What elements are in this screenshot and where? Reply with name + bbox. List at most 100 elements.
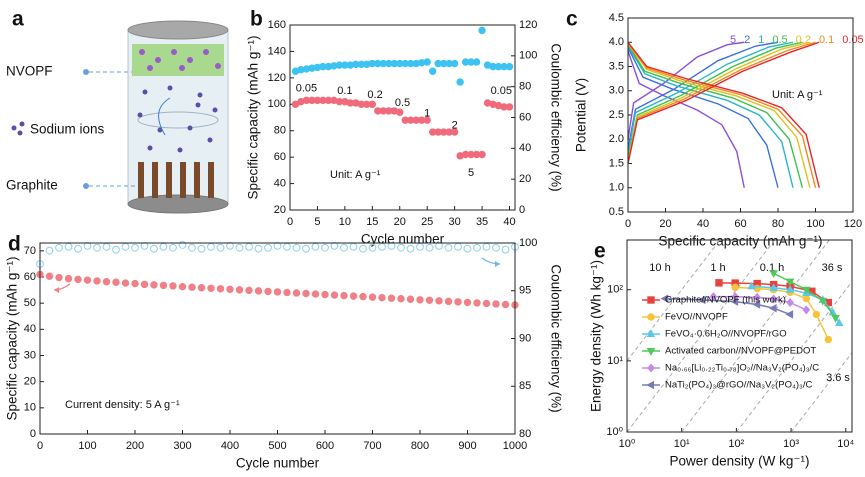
rate-label: 0.05 [491, 85, 512, 97]
y-tick-label: 0 [30, 428, 36, 440]
data-point [93, 277, 101, 285]
data-point [273, 288, 282, 296]
x-axis-title: Specific capacity (mAh g⁻¹) [659, 234, 823, 249]
x-tick-label: 100 [806, 218, 824, 230]
data-point [482, 242, 491, 251]
data-point [302, 244, 310, 253]
data-point [112, 245, 120, 254]
data-point [454, 298, 462, 306]
nvopf-crystal [139, 49, 221, 71]
data-point [456, 78, 464, 86]
legend-label: 5 [730, 34, 736, 46]
legend-label: 0.5 [772, 34, 787, 46]
y-tick-label: 0.5 [609, 206, 624, 218]
data-point [730, 297, 739, 306]
data-point [292, 289, 301, 297]
x-tick-label: 600 [316, 440, 334, 452]
data-point [235, 243, 244, 252]
x-tick-label: 0 [287, 216, 293, 228]
data-point [425, 243, 434, 252]
sodium-ions [137, 85, 218, 153]
data-point [478, 26, 486, 35]
x-tick-label: 40 [503, 216, 515, 228]
time-line [681, 239, 830, 433]
data-point [423, 116, 431, 124]
axis-arrow-head [54, 287, 59, 293]
y2-tick-label: 0 [519, 204, 525, 216]
x-tick-label: 0 [37, 440, 43, 452]
data-point [55, 243, 63, 252]
data-point [463, 298, 472, 307]
y-tick-label: 140 [268, 45, 286, 57]
pointer-dot [83, 183, 89, 189]
y-tick-label: 4.0 [609, 36, 624, 48]
data-point [150, 281, 158, 289]
data-point [159, 281, 168, 290]
separator [137, 111, 219, 129]
y-tick-label: 2.0 [609, 133, 624, 145]
data-point [340, 291, 348, 300]
data-point [292, 243, 301, 252]
y2-axis-title: Coulombic efficiency (%) [548, 43, 563, 191]
data-point [368, 243, 377, 252]
data-point [264, 243, 272, 252]
label-sodium: Sodium ions [30, 122, 105, 137]
x-tick-label: 35 [476, 216, 488, 228]
curve [627, 47, 779, 188]
x-tick-label: 900 [458, 440, 476, 452]
time-label: 0.1 h [760, 262, 784, 274]
panel-letter: a [12, 8, 24, 31]
y-tick-label: 3.5 [609, 60, 624, 72]
x-tick-label: 80 [772, 218, 784, 230]
data-point [482, 299, 491, 308]
time-label: 36 s [822, 262, 843, 274]
data-point [112, 278, 120, 286]
data-point [254, 244, 263, 253]
data-point [207, 242, 215, 251]
x-tick-label: 60 [734, 218, 746, 230]
data-point [321, 243, 329, 252]
data-point [64, 242, 73, 251]
data-point [428, 67, 437, 75]
data-point [169, 282, 177, 290]
rate-label: 0.5 [395, 97, 410, 109]
legend-label: Na₀.₆₆[Li₀.₂₂Ti₀.₇₈]O₂//Na₃V₂(PO₄)₃/C [665, 363, 819, 374]
data-point [311, 242, 320, 251]
data-point [747, 281, 756, 290]
data-point [254, 287, 263, 295]
y-tick-label: 10¹ [607, 355, 623, 367]
rate-label: 1 [424, 107, 430, 119]
data-point [188, 243, 196, 252]
y-axis-title: Specific capacity (mAh g⁻¹) [246, 36, 261, 200]
data-point [812, 310, 821, 319]
x-tick-label: 10¹ [674, 438, 690, 450]
y-tick-label: 40 [274, 177, 286, 189]
curve [627, 45, 794, 188]
y2-tick-label: 100 [519, 50, 537, 62]
data-point [102, 242, 111, 251]
legend-label: NaTi₂(PO₄)₃@rGO//Na₃V₂(PO₄)₃/C [665, 380, 813, 391]
time-line [735, 281, 853, 433]
data-point [768, 303, 777, 313]
data-point [397, 243, 405, 252]
data-point [102, 278, 111, 286]
data-point [835, 318, 844, 327]
y2-tick-label: 80 [519, 428, 531, 440]
y-tick-label: 10⁰ [606, 426, 623, 438]
data-point [444, 297, 453, 306]
data-point [302, 289, 310, 298]
data-point [423, 58, 431, 66]
data-point [505, 62, 514, 71]
x-tick-label: 10³ [783, 438, 799, 450]
y-tick-label: 20 [24, 376, 36, 388]
legend-marker [646, 329, 656, 338]
data-point [396, 108, 404, 116]
y-tick-label: 120 [268, 72, 286, 84]
data-point [264, 287, 272, 296]
legend-marker [646, 347, 656, 356]
data-point [349, 292, 358, 300]
data-point [150, 244, 158, 253]
data-point [188, 283, 196, 291]
curve [627, 42, 817, 188]
time-label: 10 h [649, 262, 670, 274]
